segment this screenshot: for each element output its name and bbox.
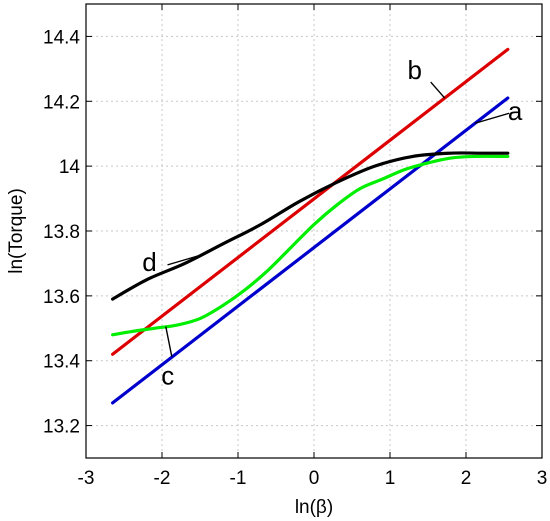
series-line-a (111, 96, 510, 405)
x-tick-label: -3 (78, 468, 95, 489)
y-tick-label: 13.8 (43, 222, 80, 243)
y-tick-label: 13.4 (43, 352, 80, 373)
x-axis-title: ln(β) (295, 497, 333, 518)
series-line-c (111, 154, 510, 337)
x-tick-label: -1 (230, 468, 247, 489)
y-tick-label: 13.2 (43, 417, 80, 438)
x-tick-label: -2 (154, 468, 171, 489)
curve-annotations: a b c d (142, 55, 523, 391)
annotation-leader-d (167, 254, 202, 266)
x-tick-label: 0 (309, 468, 320, 489)
annotation-label-b: b (407, 55, 421, 85)
y-tick-label: 14.4 (43, 27, 80, 48)
grid (86, 4, 542, 458)
annotation-leader-a (474, 112, 510, 124)
series-line-b (111, 47, 510, 356)
x-tick-label: 3 (537, 468, 548, 489)
y-axis-title: ln(Torque) (6, 188, 27, 274)
y-tick-label: 13.6 (43, 287, 80, 308)
y-tick-label: 14 (59, 157, 81, 178)
x-tick-label: 2 (461, 468, 472, 489)
annotation-leader-c (165, 326, 173, 357)
annotation-leader-b (430, 81, 446, 99)
series-line-d (111, 151, 510, 301)
axis-ticks: -3 -2 -1 0 1 2 3 13.2 13.4 13.6 13.8 14 14.2 14.4 (43, 4, 547, 489)
series-lines (111, 47, 510, 405)
annotation-label-c: c (161, 361, 174, 391)
y-tick-label: 14.2 (43, 92, 80, 113)
annotation-label-a: a (508, 96, 523, 126)
annotation-label-d: d (142, 247, 156, 277)
x-tick-label: 1 (385, 468, 396, 489)
